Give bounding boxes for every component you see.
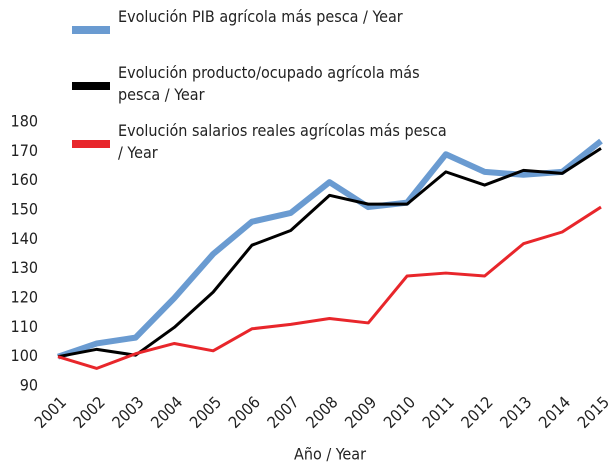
legend-label: Evolución salarios reales agrícolas más …: [118, 121, 447, 162]
legend-label: Evolución PIB agrícola más pesca / Year: [118, 7, 403, 26]
legend-swatch: [72, 26, 110, 34]
y-tick-label: 90: [20, 376, 38, 395]
x-tick-label: 2001: [31, 393, 70, 432]
legend-entry: Evolución producto/ocupado agrícola más …: [72, 62, 448, 106]
x-tick-label: 2008: [302, 393, 341, 432]
x-tick-label: 2015: [574, 393, 613, 432]
legend-entry: Evolución salarios reales agrícolas más …: [72, 120, 448, 164]
y-tick-label: 130: [11, 258, 38, 277]
x-tick-label: 2005: [186, 393, 225, 432]
legend-swatch: [72, 140, 110, 148]
y-tick-label: 160: [11, 170, 38, 189]
series-line: [57, 147, 602, 359]
legend-label: Evolución producto/ocupado agrícola más …: [118, 63, 420, 104]
y-tick-label: 140: [11, 229, 38, 248]
x-tick-label: 2009: [341, 393, 380, 432]
y-tick-label: 180: [11, 112, 38, 131]
legend-swatch: [72, 82, 110, 90]
x-tick-label: 2012: [457, 393, 496, 432]
y-tick-label: 120: [11, 288, 38, 307]
x-tick-label: 2011: [419, 393, 458, 432]
x-tick-label: 2014: [535, 393, 574, 432]
y-tick-label: 100: [11, 346, 38, 365]
x-axis-label: Año / Year: [294, 445, 366, 464]
x-tick-label: 2004: [147, 393, 186, 432]
x-tick-label: 2013: [496, 393, 535, 432]
y-tick-label: 170: [11, 141, 38, 160]
x-tick-label: 2002: [69, 393, 108, 432]
x-tick-label: 2006: [225, 393, 264, 432]
y-tick-label: 150: [11, 200, 38, 219]
legend-entry: Evolución PIB agrícola más pesca / Year: [72, 6, 448, 34]
y-tick-label: 110: [11, 317, 38, 336]
series-line: [57, 205, 602, 370]
x-tick-label: 2010: [380, 393, 419, 432]
x-tick-label: 2007: [263, 393, 302, 432]
x-tick-label: 2003: [108, 393, 147, 432]
